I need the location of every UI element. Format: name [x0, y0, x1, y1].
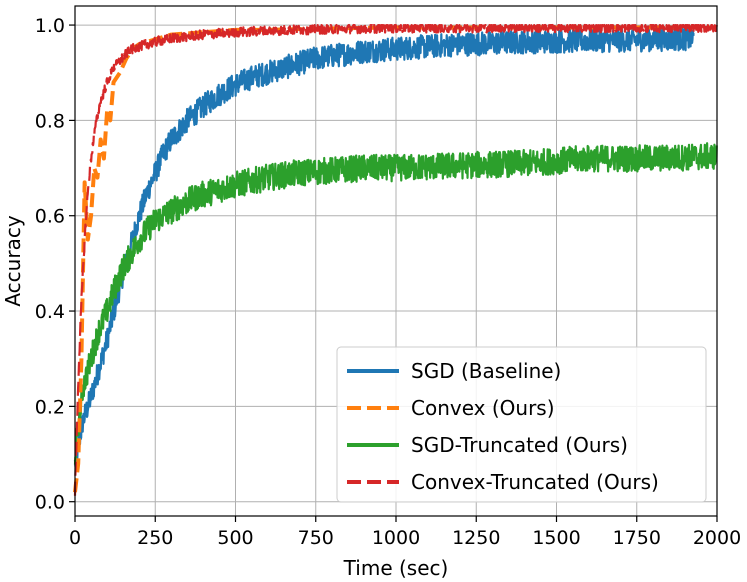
x-tick-label: 750 [298, 527, 334, 549]
y-axis-ticks: 0.0 0.2 0.4 0.6 0.8 1.0 [35, 15, 75, 514]
x-tick-label: 1500 [532, 527, 580, 549]
x-tick-label: 2000 [693, 527, 741, 549]
y-tick-label: 0.4 [35, 301, 65, 323]
series-line-3 [73, 23, 718, 496]
series-layer [73, 23, 718, 496]
y-tick-label: 0.0 [35, 492, 65, 514]
x-tick-label: 250 [137, 527, 173, 549]
legend-label-0: SGD (Baseline) [411, 359, 561, 383]
legend: SGD (Baseline) Convex (Ours) SGD-Truncated… [336, 346, 707, 503]
series-line-2 [73, 142, 718, 465]
y-tick-label: 0.8 [35, 110, 65, 132]
x-tick-label: 0 [69, 527, 81, 549]
x-tick-label: 500 [217, 527, 253, 549]
x-axis-title: Time (sec) [343, 556, 449, 580]
legend-label-3: Convex-Truncated (Ours) [411, 470, 659, 494]
legend-label-2: SGD-Truncated (Ours) [411, 433, 628, 457]
x-tick-label: 1000 [372, 527, 420, 549]
legend-box [336, 346, 707, 503]
x-tick-label: 1750 [613, 527, 661, 549]
grid-lines [74, 6, 718, 516]
legend-label-1: Convex (Ours) [411, 396, 555, 420]
series-line-0 [73, 25, 696, 468]
y-axis-title: Accuracy [1, 215, 25, 306]
series-line-1 [73, 25, 717, 493]
x-tick-label: 1250 [452, 527, 500, 549]
y-tick-label: 1.0 [35, 15, 65, 37]
y-tick-label: 0.2 [35, 396, 65, 418]
y-tick-label: 0.6 [35, 206, 65, 228]
x-axis-ticks: 0 250 500 750 1000 1250 1500 1750 2000 [69, 516, 741, 549]
